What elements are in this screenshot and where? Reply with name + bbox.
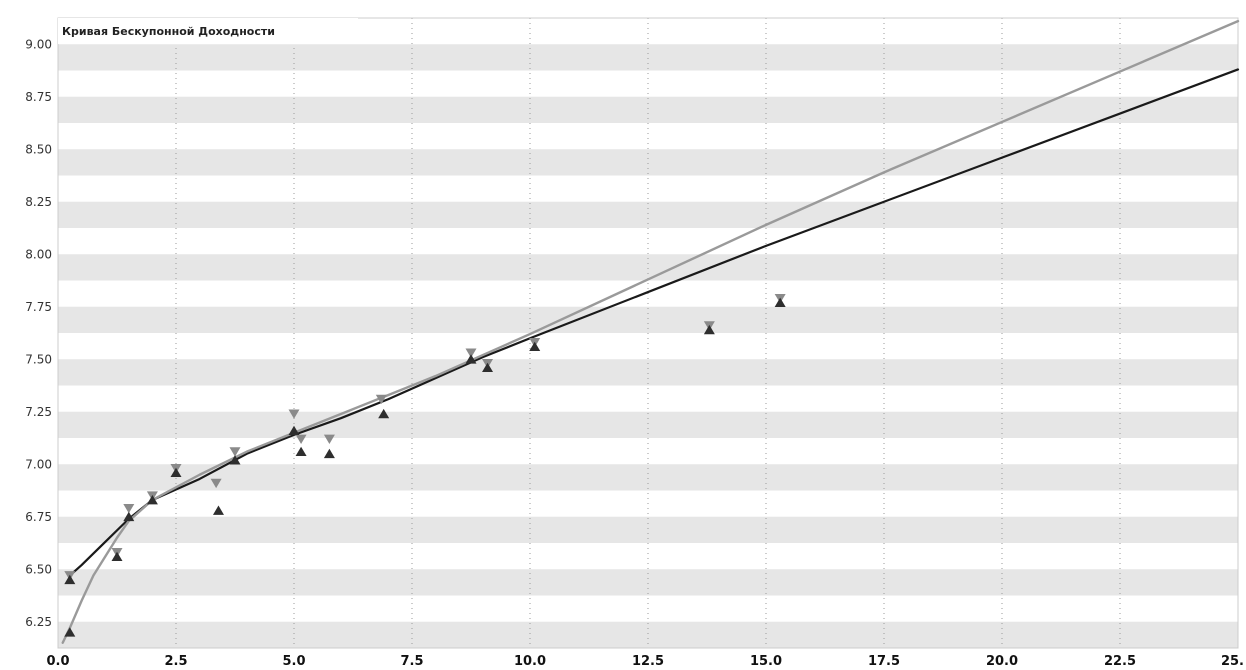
marker-triangle-up	[703, 324, 715, 335]
y-tick-label: 8.25	[25, 195, 52, 209]
marker-triangle-up	[229, 455, 241, 465]
marker-triangle-up	[111, 551, 123, 562]
marker-triangle-up	[323, 448, 335, 459]
marker-triangle-up	[170, 467, 182, 478]
x-tick-label: 0.0	[46, 654, 69, 669]
marker-triangle-up	[529, 341, 541, 352]
grid-stripe	[58, 621, 1238, 648]
y-tick-label: 7.75	[25, 300, 52, 314]
marker-triangle-up	[378, 408, 390, 419]
y-tick-label: 7.00	[25, 457, 52, 471]
chart-title: Кривая Бескупонной Доходности	[62, 25, 275, 38]
x-tick-label: 2.5	[164, 654, 187, 669]
marker-triangle-up	[465, 354, 477, 364]
x-tick-label: 5.0	[282, 654, 305, 669]
x-tick-label: 25.	[1221, 654, 1244, 669]
marker-triangle-up	[123, 511, 135, 522]
x-axis-ticks: 0.0 2.5 5.0 7.5 10.0 12.5 15.0 17.5 20.0 22.5 25.	[46, 654, 1244, 669]
marker-triangle-down	[295, 434, 307, 444]
grid-stripe	[58, 411, 1238, 438]
marker-triangle-down	[123, 503, 135, 514]
marker-triangle-up	[212, 505, 224, 515]
marker-triangle-up	[146, 495, 158, 505]
marker-triangle-down	[465, 348, 477, 358]
y-tick-label: 8.50	[25, 142, 52, 156]
y-axis-ticks: 6.25 6.50 6.75 7.00 7.25 7.50 7.75 8.00 8.25 8.50…	[25, 37, 52, 629]
x-tick-label: 17.5	[868, 654, 900, 669]
marker-triangle-down	[229, 447, 241, 457]
y-tick-label: 7.25	[25, 405, 52, 419]
x-tick-label: 7.5	[400, 654, 423, 669]
marker-triangle-up	[288, 425, 300, 436]
x-tick-label: 12.5	[632, 654, 664, 669]
marker-triangle-up	[295, 446, 307, 457]
x-tick-label: 20.0	[986, 654, 1018, 669]
y-tick-label: 9.00	[25, 37, 52, 51]
x-tick-label: 22.5	[1104, 654, 1136, 669]
marker-triangle-up	[64, 627, 76, 637]
marker-triangle-up	[482, 362, 494, 373]
x-tick-label: 15.0	[750, 654, 782, 669]
title-background	[58, 18, 358, 44]
marker-triangle-down	[288, 409, 300, 419]
y-tick-label: 6.50	[25, 562, 52, 576]
grid-stripe	[58, 306, 1238, 333]
y-tick-label: 7.50	[25, 352, 52, 366]
grid-stripe	[58, 96, 1238, 123]
marker-triangle-down	[210, 478, 222, 489]
marker-triangle-down	[323, 434, 335, 444]
grid-stripe	[58, 516, 1238, 543]
marker-triangle-up	[64, 574, 76, 585]
plot-frame	[57, 17, 1239, 649]
y-tick-label: 8.75	[25, 90, 52, 104]
grid-stripe	[58, 201, 1238, 228]
marker-triangle-down	[375, 394, 387, 405]
y-tick-label: 6.75	[25, 510, 52, 524]
y-tick-label: 6.25	[25, 615, 52, 629]
y-tick-label: 8.00	[25, 247, 52, 261]
curve-line-light	[61, 19, 1240, 644]
x-tick-label: 10.0	[514, 654, 546, 669]
marker-triangle-up	[774, 297, 786, 307]
scatter-markers	[64, 293, 786, 637]
